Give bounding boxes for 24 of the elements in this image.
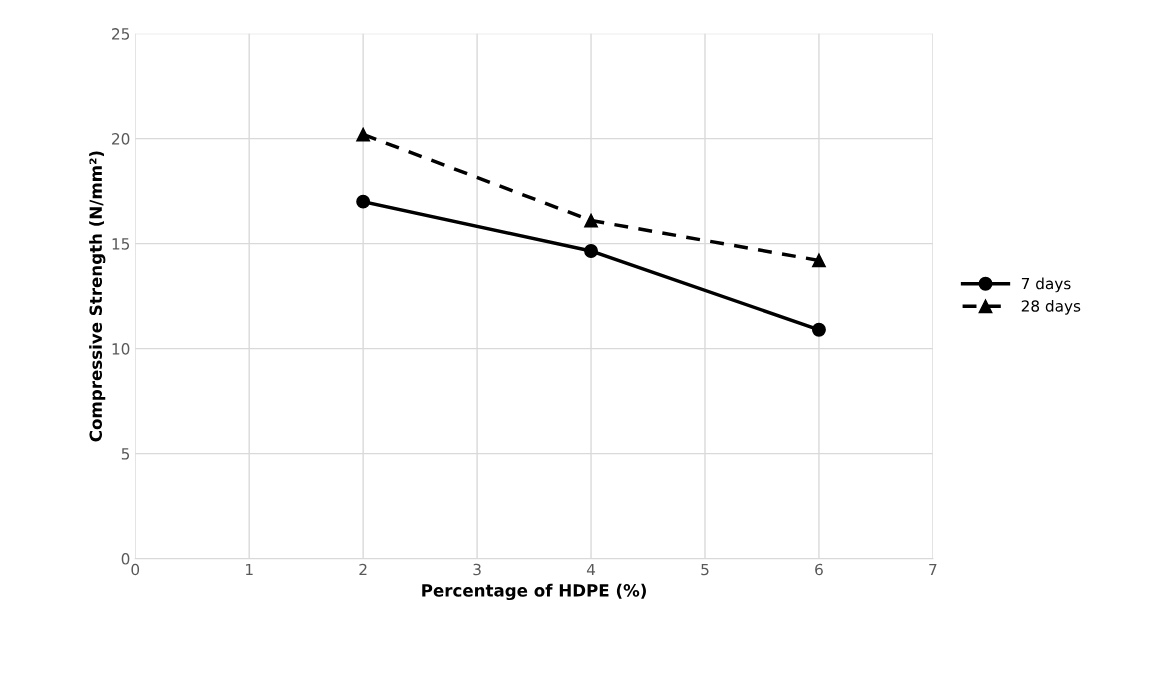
x-tick-label: 5 [701,563,709,576]
point [356,194,371,209]
y-tick-label: 15 [112,238,130,250]
x-tick-label: 6 [815,563,823,576]
x-tick-label: 2 [359,563,367,576]
x-tick-label: 4 [586,563,596,576]
point [811,253,826,268]
y-tick-label: 5 [121,448,130,460]
y-axis-title: Compressive Strength (N/mm²) [89,151,106,442]
point [584,244,598,258]
point [811,322,826,337]
y-tick-label: 25 [112,28,130,40]
x-tick-label: 7 [929,563,937,576]
point [584,213,598,228]
y-tick-label: 10 [112,343,130,355]
legend-label: 7 days [1021,277,1071,293]
x-tick-label: 0 [131,563,140,576]
y-tick-label: 20 [112,133,130,145]
y-tick-label: 0 [121,553,130,565]
x-axis-title: Percentage of HDPE (%) [422,583,646,601]
point [356,127,371,142]
x-tick-label: 1 [246,563,253,576]
x-tick-label: 3 [473,563,481,576]
legend-label: 28 days [1021,299,1081,315]
